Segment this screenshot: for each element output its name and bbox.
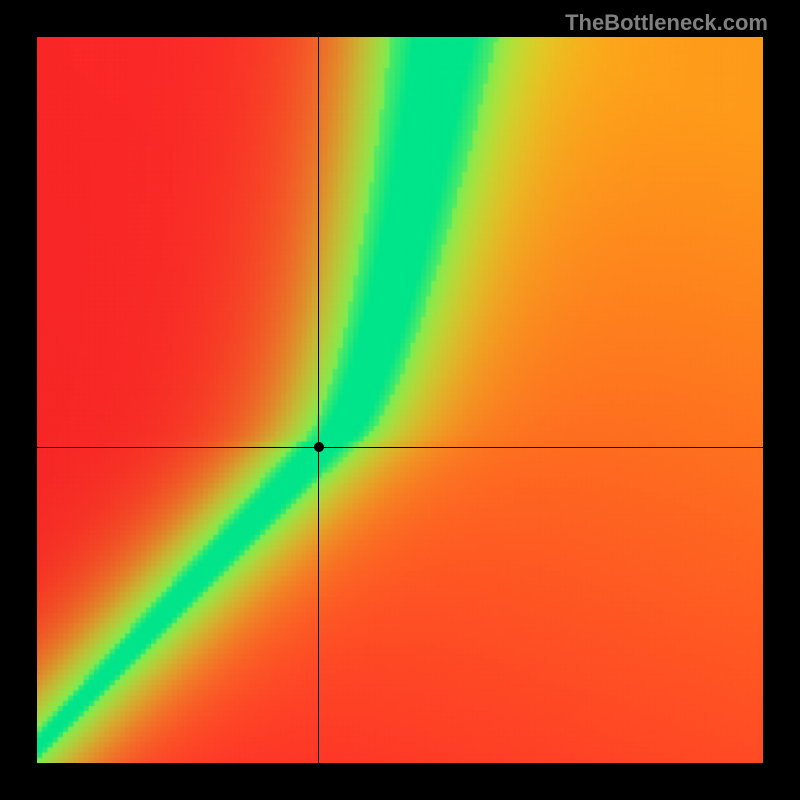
heatmap-canvas xyxy=(37,37,763,763)
bottleneck-heatmap xyxy=(37,37,763,763)
watermark-text: TheBottleneck.com xyxy=(565,10,768,36)
selection-marker xyxy=(314,442,324,452)
crosshair-horizontal xyxy=(37,447,763,448)
crosshair-vertical xyxy=(318,37,319,763)
